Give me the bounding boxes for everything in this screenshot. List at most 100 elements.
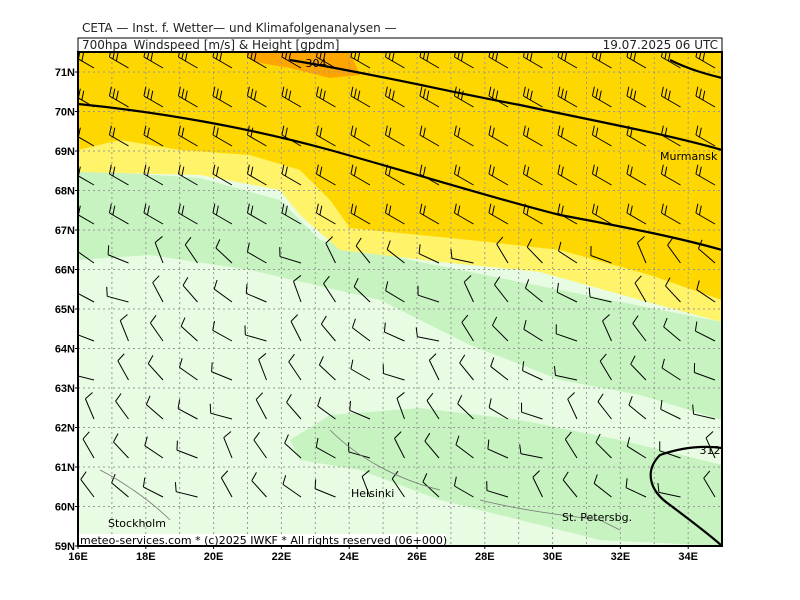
wind-barb: [149, 315, 164, 342]
lat-label: 67N: [55, 225, 75, 237]
wind-barb: [385, 281, 405, 303]
wind-barb: [281, 203, 302, 225]
wind-barb: [293, 275, 302, 303]
wind-barb: [634, 275, 647, 303]
wind-barb: [350, 86, 371, 108]
wind-barb: [665, 277, 681, 303]
wind-barb: [350, 125, 371, 147]
wind-barb: [108, 125, 129, 147]
wind-barb: [630, 355, 647, 381]
wind-barb: [626, 86, 647, 108]
wind-barb: [253, 432, 267, 459]
wind-barb: [555, 324, 578, 342]
wind-barb: [625, 478, 647, 498]
wind-barb: [453, 476, 474, 498]
wind-barb: [147, 355, 164, 381]
wind-barb: [519, 444, 543, 459]
wind-barb: [174, 482, 198, 498]
wind-barb: [695, 86, 716, 108]
lat-label: 69N: [55, 146, 75, 158]
wind-barb: [692, 404, 716, 420]
wind-barb: [177, 399, 198, 420]
wind-barb: [588, 287, 612, 303]
wind-barb: [593, 474, 612, 498]
wind-barb: [455, 435, 474, 459]
wind-barb: [361, 470, 371, 498]
wind-barb: [78, 88, 95, 108]
wind-barb: [383, 322, 405, 342]
grid: [78, 52, 722, 546]
band-light-green: [78, 170, 722, 420]
lon-label: 26E: [407, 551, 427, 563]
lon-label: 32E: [611, 551, 631, 563]
wind-barb: [246, 242, 267, 264]
lat-label: 70N: [55, 107, 75, 119]
wind-barb: [108, 203, 129, 225]
wind-barb: [246, 86, 267, 108]
wind-barb: [553, 365, 578, 381]
wind-barb: [251, 472, 267, 498]
wind-barb: [424, 432, 440, 459]
wind-barb: [223, 431, 233, 459]
wind-barb: [490, 357, 509, 381]
band-light-green-south: [290, 408, 722, 546]
wind-barb: [220, 470, 233, 498]
wind-barb: [258, 353, 267, 381]
wind-barb: [394, 431, 405, 459]
wind-barb: [557, 164, 578, 186]
wind-barb: [487, 439, 509, 459]
wind-barb: [524, 279, 543, 303]
lat-label: 63N: [55, 383, 75, 395]
height-contour: [78, 102, 722, 252]
wind-barb: [177, 125, 198, 147]
contour-label: 312: [700, 444, 721, 457]
place-label: St. Petersbg.: [562, 511, 632, 524]
map-frame: [77, 51, 723, 547]
wind-barb: [386, 240, 405, 264]
wind-barb: [351, 318, 371, 342]
wind-barb: [453, 203, 474, 225]
wind-barb: [82, 431, 95, 459]
wind-barb: [117, 353, 129, 381]
wind-barb: [145, 395, 164, 420]
wind-barb: [286, 393, 302, 420]
wind-barb: [180, 317, 198, 342]
wind-barb: [522, 361, 543, 381]
wind-barb: [323, 275, 336, 303]
wind-barb: [111, 473, 129, 498]
wind-barb: [599, 353, 612, 381]
header-line: CETA — Inst. f. Wetter— und Klimafolgena…: [82, 21, 397, 35]
lat-label: 64N: [55, 344, 75, 356]
wind-barb: [657, 482, 681, 498]
wind-barb: [459, 354, 474, 381]
wind-barb: [215, 239, 233, 264]
wind-barb: [78, 334, 95, 342]
wind-barb: [450, 248, 474, 264]
wind-barb: [315, 164, 336, 186]
wind-barb: [419, 203, 440, 225]
height-contour: [289, 58, 722, 152]
wind-barb: [488, 164, 509, 186]
wind-barb: [419, 86, 440, 108]
wind-barb: [562, 471, 578, 498]
wind-barb: [178, 358, 198, 381]
wind-barb: [660, 203, 681, 225]
wind-barb: [281, 86, 302, 108]
wind-barb: [212, 86, 233, 108]
wind-barb: [176, 440, 198, 459]
wind-barb: [255, 392, 267, 420]
lat-label: 60N: [55, 502, 75, 514]
wind-barb: [108, 86, 129, 108]
wind-barb: [318, 356, 336, 381]
wind-barb: [154, 236, 164, 264]
lat-label: 66N: [55, 265, 75, 277]
wind-barb: [628, 396, 647, 420]
wind-barb: [384, 125, 405, 147]
wind-barb: [663, 317, 681, 342]
wind-barb: [694, 321, 716, 342]
wind-barb: [457, 394, 474, 420]
wind-barb: [557, 125, 578, 147]
wind-barb: [660, 164, 681, 186]
lon-label: 24E: [339, 551, 359, 563]
wind-barb: [107, 245, 129, 264]
